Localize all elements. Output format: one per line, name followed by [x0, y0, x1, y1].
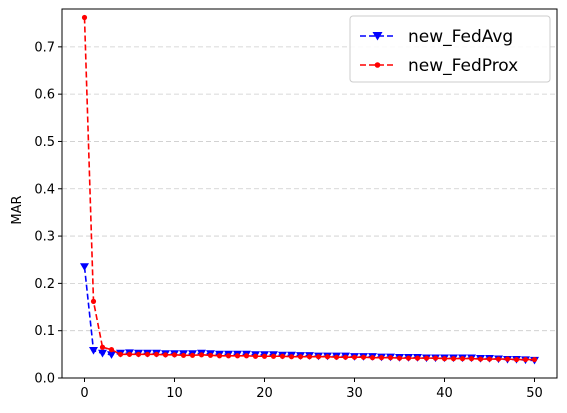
data-point-new_FedAvg [98, 349, 107, 358]
data-point-new_FedProx [468, 356, 475, 362]
plot-frame [61, 8, 558, 379]
y-tick-label: 0.1 [34, 324, 55, 339]
axes [58, 8, 558, 382]
data-point-new_FedProx [207, 352, 214, 358]
data-point-new_FedProx [189, 352, 196, 358]
data-point-new_FedProx [297, 354, 304, 360]
data-point-new_FedAvg [80, 263, 89, 271]
y-tick-label: 0.5 [34, 135, 55, 150]
y-axis-label: MAR [10, 195, 25, 224]
data-point-new_FedProx [153, 351, 160, 357]
data-point-new_FedProx [324, 354, 331, 360]
series-line-new_FedProx [83, 17, 535, 361]
data-point-new_FedAvg [107, 351, 116, 359]
legend-label-new_FedProx: new_FedProx [408, 56, 518, 76]
data-point-new_FedProx [504, 356, 511, 362]
data-point-new_FedProx [405, 355, 412, 361]
data-point-new_FedProx [243, 353, 250, 359]
x-tick-label: 50 [526, 386, 543, 401]
data-point-new_FedProx [441, 356, 448, 362]
x-tick-label: 20 [256, 386, 273, 401]
data-point-new_FedProx [333, 354, 340, 360]
data-point-new_FedProx [288, 354, 295, 360]
data-point-new_FedProx [216, 353, 223, 359]
legend: new_FedAvg new_FedProx [349, 15, 551, 83]
data-point-new_FedProx [351, 354, 358, 360]
y-tick-label: 0.3 [34, 230, 55, 245]
data-point-new_FedProx [315, 354, 322, 360]
data-point-new_FedProx [99, 344, 106, 350]
y-tick-label: 0.7 [34, 40, 55, 55]
data-point-new_FedProx [369, 355, 376, 361]
data-point-new_FedAvg [89, 346, 98, 355]
y-tick-label: 0.6 [34, 88, 55, 103]
data-point-new_FedProx [261, 353, 268, 359]
data-point-new_FedProx [225, 353, 232, 359]
series-layer [80, 14, 539, 365]
data-point-new_FedProx [81, 14, 88, 21]
data-point-new_FedProx [513, 356, 520, 363]
x-tick-label: 10 [166, 386, 183, 401]
data-point-new_FedProx [90, 298, 97, 304]
x-tick-label: 40 [436, 386, 453, 401]
series-line-new_FedAvg [83, 266, 535, 362]
data-point-new_FedProx [396, 355, 403, 361]
data-point-new_FedProx [180, 352, 187, 358]
data-point-new_FedProx [414, 355, 421, 361]
data-point-new_FedProx [171, 352, 178, 358]
data-point-new_FedProx [477, 356, 484, 362]
x-tick-label: 0 [80, 386, 88, 401]
data-point-new_FedProx [279, 353, 286, 359]
y-tick-label: 0.2 [34, 277, 55, 292]
data-point-new_FedProx [378, 355, 385, 361]
data-point-new_FedProx [360, 354, 367, 360]
tick-labels: 0.0 0.1 0.2 0.3 0.4 0.5 0.6 0.7 0 10 20 30 40 50 [34, 40, 542, 401]
legend-box [349, 15, 551, 83]
data-point-new_FedProx [459, 356, 466, 362]
data-point-new_FedProx [234, 353, 241, 359]
legend-marker-new_FedAvg [372, 32, 383, 41]
data-point-new_FedProx [144, 351, 151, 357]
data-point-new_FedProx [162, 352, 169, 358]
data-point-new_FedProx [306, 354, 313, 360]
data-point-new_FedProx [270, 353, 277, 359]
data-point-new_FedProx [117, 351, 124, 357]
legend-marker-new_FedProx [374, 62, 381, 68]
data-point-new_FedProx [126, 351, 133, 357]
data-point-new_FedProx [387, 355, 394, 361]
data-point-new_FedProx [135, 351, 142, 357]
y-tick-label: 0.0 [34, 372, 55, 387]
data-point-new_FedProx [423, 355, 430, 361]
grid-lines [62, 46, 557, 332]
data-point-new_FedProx [198, 352, 205, 358]
x-tick-label: 30 [346, 386, 363, 401]
data-point-new_FedProx [342, 354, 349, 360]
data-point-new_FedProx [495, 356, 502, 362]
data-point-new_FedProx [522, 356, 529, 363]
data-point-new_FedProx [486, 356, 493, 362]
data-point-new_FedProx [450, 356, 457, 362]
legend-label-new_FedAvg: new_FedAvg [408, 27, 513, 47]
data-point-new_FedProx [432, 355, 439, 361]
data-point-new_FedProx [108, 347, 115, 353]
y-tick-label: 0.4 [34, 182, 55, 197]
data-point-new_FedProx [252, 353, 259, 359]
data-point-new_FedProx [531, 356, 538, 363]
